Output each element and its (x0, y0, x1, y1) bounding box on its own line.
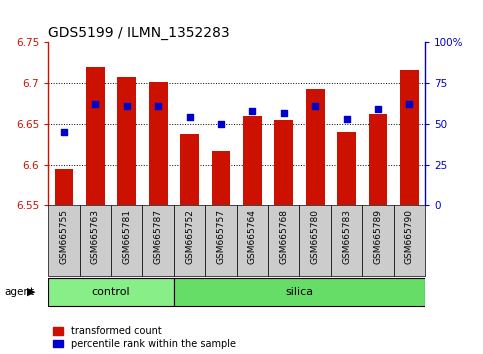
Text: ▶: ▶ (27, 287, 35, 297)
Point (312, 103, 319, 109)
Bar (400, 70, 419, 205)
Bar (237, 205, 268, 276)
Bar (80, 205, 111, 276)
Bar (394, 205, 425, 276)
Text: GSM665780: GSM665780 (311, 209, 320, 264)
Text: GSM665755: GSM665755 (59, 209, 69, 264)
Bar (268, 205, 299, 276)
Text: GSM665768: GSM665768 (279, 209, 288, 264)
Bar (86, 67, 105, 205)
Bar (306, 89, 325, 205)
Bar (212, 151, 230, 205)
Point (249, 108, 256, 114)
Bar (48, 278, 174, 306)
Point (343, 116, 351, 122)
Bar (205, 205, 237, 276)
Point (406, 102, 413, 107)
Bar (142, 205, 174, 276)
Point (155, 103, 162, 109)
Bar (174, 205, 205, 276)
Point (217, 121, 225, 127)
Text: GDS5199 / ILMN_1352283: GDS5199 / ILMN_1352283 (48, 26, 230, 40)
Point (123, 103, 130, 109)
Text: GSM665781: GSM665781 (122, 209, 131, 264)
Bar (180, 134, 199, 205)
Text: GSM665783: GSM665783 (342, 209, 351, 264)
Point (280, 110, 288, 115)
Point (92, 102, 99, 107)
Point (186, 115, 194, 120)
Text: GSM665790: GSM665790 (405, 209, 414, 264)
Bar (331, 205, 362, 276)
Bar (362, 205, 394, 276)
Bar (243, 116, 262, 205)
Text: agent: agent (5, 287, 35, 297)
Text: GSM665757: GSM665757 (216, 209, 226, 264)
Bar (274, 120, 293, 205)
Bar (299, 205, 331, 276)
Text: silica: silica (285, 287, 313, 297)
Text: GSM665789: GSM665789 (373, 209, 383, 264)
Bar (149, 81, 168, 205)
Point (60, 129, 68, 135)
Text: GSM665752: GSM665752 (185, 209, 194, 264)
Bar (174, 278, 425, 306)
Bar (55, 169, 73, 205)
Bar (337, 132, 356, 205)
Bar (48, 205, 80, 276)
Bar (117, 77, 136, 205)
Text: control: control (92, 287, 130, 297)
Text: GSM665764: GSM665764 (248, 209, 257, 264)
Point (374, 107, 382, 112)
Bar (111, 205, 142, 276)
Legend: transformed count, percentile rank within the sample: transformed count, percentile rank withi… (53, 326, 236, 349)
Text: GSM665763: GSM665763 (91, 209, 100, 264)
Bar (369, 114, 387, 205)
Text: GSM665787: GSM665787 (154, 209, 163, 264)
